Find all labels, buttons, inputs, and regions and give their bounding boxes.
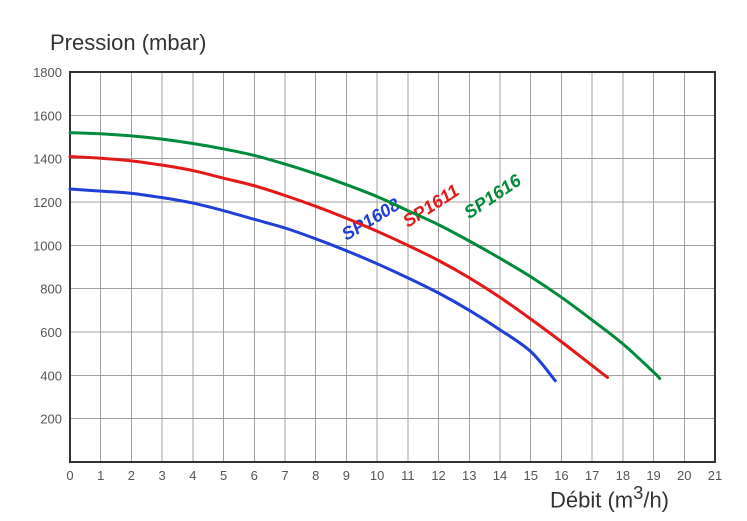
y-tick-label: 600 — [40, 325, 62, 340]
y-tick-label: 1200 — [33, 195, 62, 210]
x-tick-label: 1 — [97, 468, 104, 483]
x-tick-label: 21 — [708, 468, 722, 483]
x-tick-label: 4 — [189, 468, 196, 483]
x-tick-label: 8 — [312, 468, 319, 483]
x-axis-title: Débit (m3/h) — [550, 482, 669, 513]
x-axis-title-sup: 3 — [633, 482, 643, 503]
y-tick-label: 200 — [40, 412, 62, 427]
y-axis-title: Pression (mbar) — [50, 30, 206, 56]
y-tick-label: 1600 — [33, 108, 62, 123]
x-tick-label: 5 — [220, 468, 227, 483]
x-tick-label: 14 — [493, 468, 507, 483]
x-tick-label: 18 — [616, 468, 630, 483]
x-tick-label: 15 — [523, 468, 537, 483]
x-tick-label: 0 — [66, 468, 73, 483]
x-axis-title-prefix: Débit (m — [550, 487, 633, 512]
chart-container: { "chart": { "type": "line", "dimensions… — [0, 0, 747, 521]
y-tick-label: 800 — [40, 282, 62, 297]
x-axis-title-suffix: /h) — [643, 487, 669, 512]
chart-svg: 0123456789101112131415161718192021200400… — [0, 0, 747, 521]
y-tick-label: 400 — [40, 368, 62, 383]
x-tick-label: 20 — [677, 468, 691, 483]
x-tick-label: 7 — [281, 468, 288, 483]
x-tick-label: 9 — [343, 468, 350, 483]
x-tick-label: 11 — [401, 468, 415, 483]
x-tick-label: 2 — [128, 468, 135, 483]
x-tick-label: 10 — [370, 468, 384, 483]
x-tick-label: 13 — [462, 468, 476, 483]
x-tick-label: 3 — [159, 468, 166, 483]
y-axis-title-text: Pression (mbar) — [50, 30, 206, 55]
x-tick-label: 6 — [251, 468, 258, 483]
y-tick-label: 1000 — [33, 238, 62, 253]
x-tick-label: 16 — [554, 468, 568, 483]
y-tick-label: 1800 — [33, 65, 62, 80]
x-tick-label: 17 — [585, 468, 599, 483]
y-tick-label: 1400 — [33, 152, 62, 167]
x-tick-label: 12 — [431, 468, 445, 483]
x-tick-label: 19 — [646, 468, 660, 483]
